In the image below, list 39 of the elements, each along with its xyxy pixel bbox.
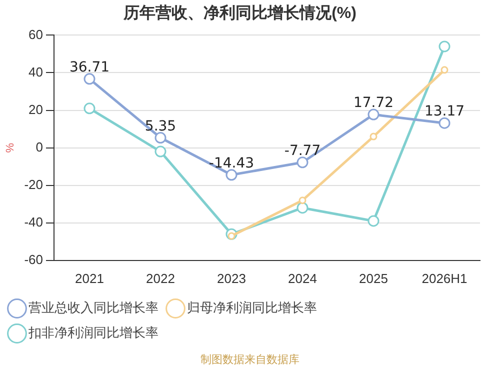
y-tick-label: -60 [24,252,43,267]
point [368,215,380,227]
legend-label: 营业总收入同比增长率 [28,300,158,316]
point [226,169,238,181]
point [438,40,450,52]
legend-label: 扣非净利润同比增长率 [28,325,158,340]
data-label: -14.43 [208,156,254,172]
x-tick-label: 2023 [217,270,246,286]
point [154,132,166,144]
point [438,117,450,129]
y-tick-label: 20 [28,102,43,117]
point [154,146,166,158]
x-tick-label: 2022 [146,270,175,286]
x-tick-label: 2021 [75,270,104,286]
point [84,73,96,85]
data-label: 13.17 [424,104,465,120]
point [440,66,448,74]
point [370,132,378,140]
data-label: 36.71 [69,60,110,76]
legend-label: 归母净利润同比增长率 [187,300,317,316]
y-tick-label: -40 [24,214,43,230]
x-tick-label: 2025 [359,270,388,286]
text: 制图数据来自数据库 [200,352,300,367]
y-tick-label: 0 [36,139,43,154]
x-tick-label: 2026H1 [422,270,468,286]
y-axis-title: % [4,142,17,153]
point [296,156,308,168]
point [368,108,380,120]
point [84,102,96,114]
data-label: -7.77 [284,143,321,160]
y-tick-label: 60 [28,26,43,42]
y-tick-label: 40 [28,64,43,80]
point [298,196,306,204]
x-tick-label: 2024 [288,270,317,286]
y-tick-label: -20 [24,176,43,192]
chart-title: 历年营收、净利同比增长情况(%) [122,4,356,22]
data-label: 17.72 [353,95,394,112]
data-label: 5.35 [144,118,176,134]
point [296,202,308,214]
